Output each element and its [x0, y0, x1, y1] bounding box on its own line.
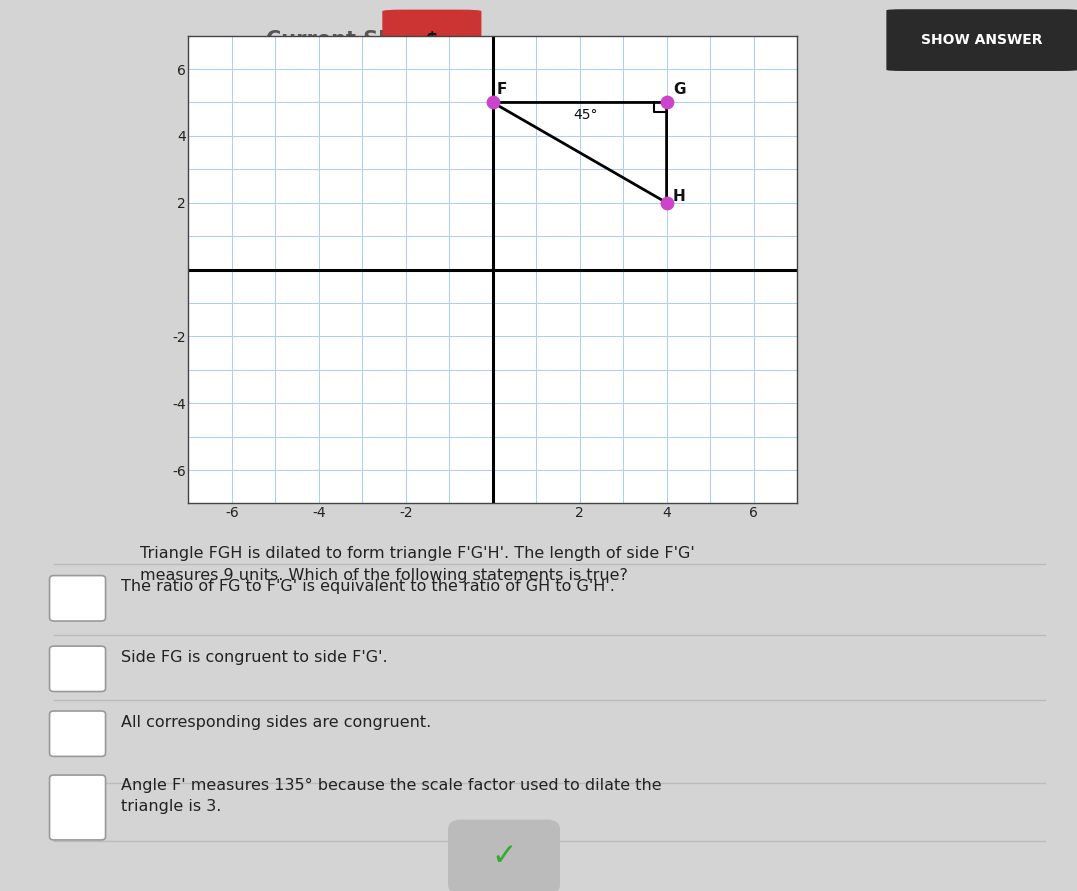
FancyBboxPatch shape	[886, 9, 1077, 71]
Text: $: $	[425, 31, 438, 49]
FancyBboxPatch shape	[50, 646, 106, 691]
FancyBboxPatch shape	[448, 820, 560, 891]
FancyBboxPatch shape	[50, 576, 106, 621]
Text: SHOW ANSWER: SHOW ANSWER	[922, 33, 1043, 47]
Text: F: F	[498, 82, 507, 97]
FancyBboxPatch shape	[50, 775, 106, 840]
Text: The ratio of FG to F'G' is equivalent to the ratio of GH to G'H'.: The ratio of FG to F'G' is equivalent to…	[121, 579, 615, 594]
Text: G: G	[673, 82, 686, 97]
Point	[658, 195, 675, 209]
Text: 45°: 45°	[573, 108, 598, 122]
Text: Angle F' measures 135° because the scale factor used to dilate the
triangle is 3: Angle F' measures 135° because the scale…	[121, 779, 661, 813]
Point	[484, 95, 501, 110]
Text: ✓: ✓	[491, 843, 517, 871]
FancyBboxPatch shape	[50, 711, 106, 756]
Text: All corresponding sides are congruent.: All corresponding sides are congruent.	[121, 715, 431, 730]
Text: H: H	[673, 189, 686, 204]
FancyBboxPatch shape	[382, 10, 481, 70]
Text: Triangle FGH is dilated to form triangle F'G'H'. The length of side F'G'
measure: Triangle FGH is dilated to form triangle…	[140, 546, 695, 583]
Text: Current Skill: Current Skill	[266, 30, 412, 50]
Text: Side FG is congruent to side F'G'.: Side FG is congruent to side F'G'.	[121, 650, 388, 665]
Point	[658, 95, 675, 110]
